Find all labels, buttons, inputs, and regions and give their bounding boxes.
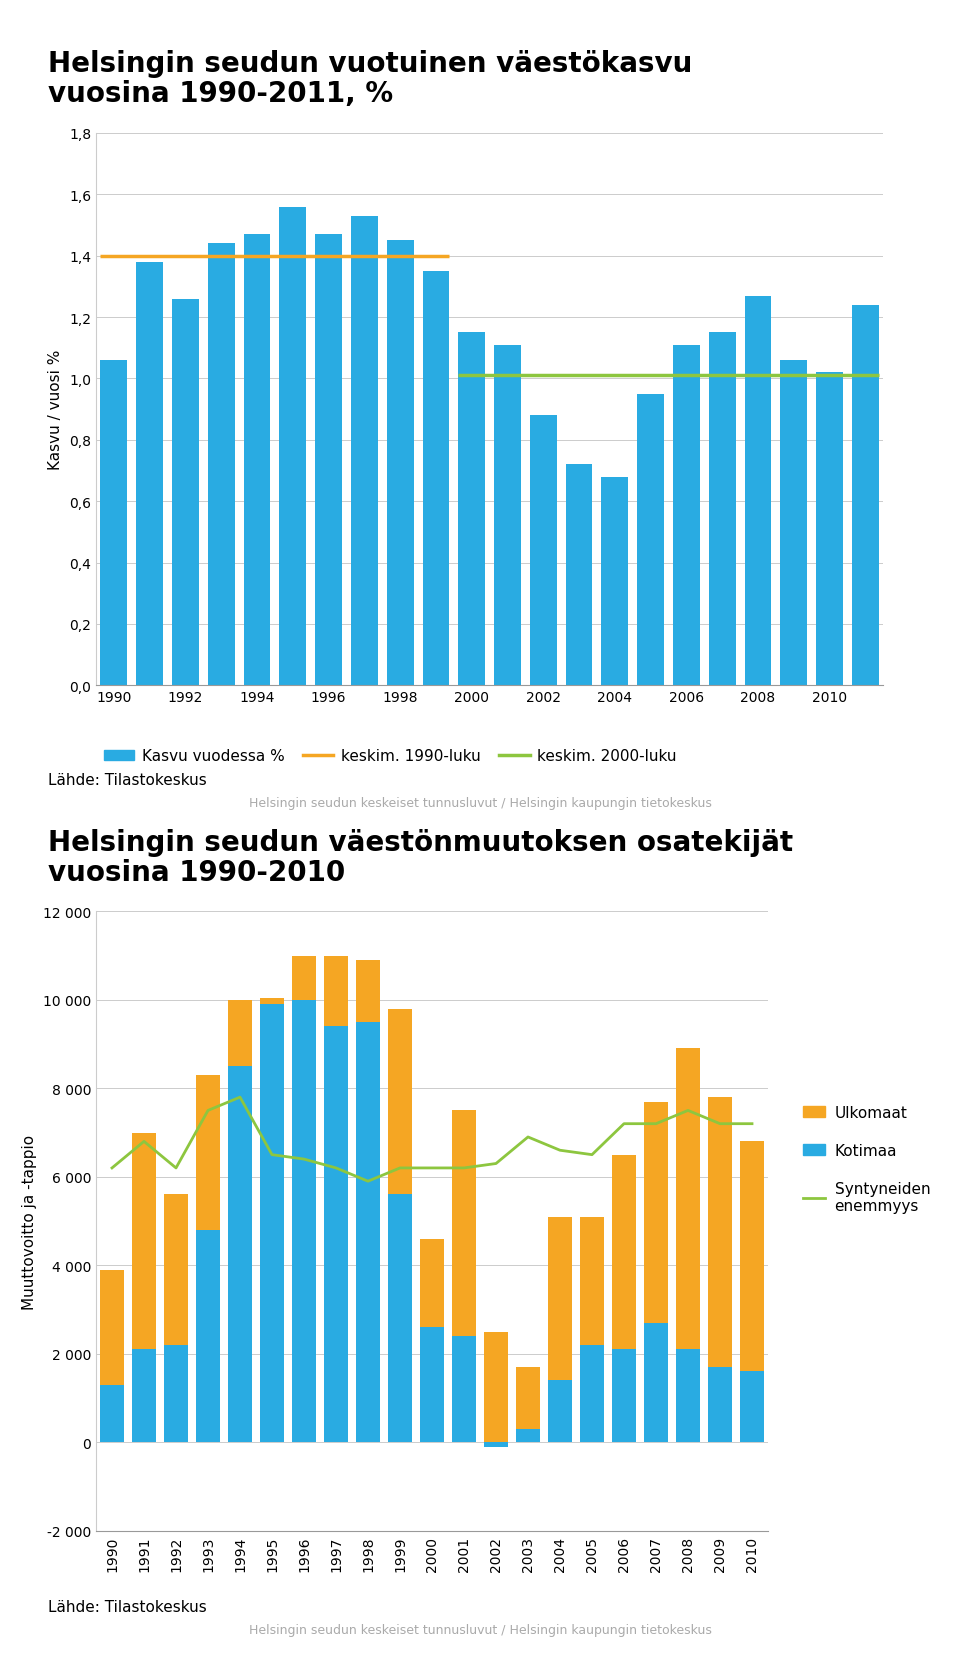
Bar [580, 1345, 604, 1442]
Bar [458, 333, 485, 686]
Bar [565, 465, 592, 686]
Text: Lähde: Tilastokeskus: Lähde: Tilastokeskus [48, 773, 206, 788]
Bar [740, 1141, 764, 1372]
Text: Helsingin seudun vuotuinen väestökasvu: Helsingin seudun vuotuinen väestökasvu [48, 50, 692, 79]
Bar [740, 1372, 764, 1442]
Legend: Ulkomaat, Kotimaa, Syntyneiden
enemmyys: Ulkomaat, Kotimaa, Syntyneiden enemmyys [803, 1106, 930, 1213]
Bar [580, 1216, 604, 1345]
Y-axis label: Kasvu / vuosi %: Kasvu / vuosi % [48, 350, 63, 470]
Text: vuosina 1990-2011, %: vuosina 1990-2011, % [48, 80, 394, 109]
Bar [852, 306, 878, 686]
Text: Lähde: Tilastokeskus: Lähde: Tilastokeskus [48, 1599, 206, 1614]
Bar [644, 1323, 668, 1442]
Bar [484, 1442, 508, 1447]
Bar [673, 346, 700, 686]
Bar [530, 417, 557, 686]
Bar [601, 477, 628, 686]
Bar [164, 1345, 188, 1442]
Bar [494, 346, 521, 686]
Bar [676, 1049, 700, 1350]
Bar [136, 263, 163, 686]
Bar [708, 1367, 732, 1442]
Bar [780, 361, 807, 686]
Bar [172, 299, 199, 686]
Bar [351, 217, 378, 686]
Bar [228, 1067, 252, 1442]
Bar [644, 1103, 668, 1323]
Bar [315, 236, 342, 686]
Bar [516, 1429, 540, 1442]
Bar [612, 1154, 636, 1350]
Bar [516, 1367, 540, 1429]
Bar [279, 207, 306, 686]
Bar [260, 999, 284, 1004]
Text: Helsingin seudun keskeiset tunnusluvut / Helsingin kaupungin tietokeskus: Helsingin seudun keskeiset tunnusluvut /… [249, 1623, 711, 1636]
Bar [548, 1216, 572, 1380]
Text: Helsingin seudun väestönmuutoksen osatekijät: Helsingin seudun väestönmuutoksen osatek… [48, 828, 793, 857]
Bar [292, 1000, 316, 1442]
Bar [676, 1350, 700, 1442]
Bar [244, 236, 271, 686]
Bar [708, 333, 735, 686]
Bar [132, 1350, 156, 1442]
Bar [164, 1195, 188, 1345]
Bar [100, 1385, 124, 1442]
Bar [708, 1097, 732, 1367]
Bar [101, 361, 128, 686]
Bar [132, 1133, 156, 1350]
Text: Helsingin seudun keskeiset tunnusluvut / Helsingin kaupungin tietokeskus: Helsingin seudun keskeiset tunnusluvut /… [249, 796, 711, 810]
Bar [816, 373, 843, 686]
Bar [196, 1076, 220, 1230]
Bar [452, 1111, 476, 1337]
Bar [324, 955, 348, 1027]
Bar [612, 1350, 636, 1442]
Bar [387, 241, 414, 686]
Bar [356, 960, 380, 1022]
Bar [228, 1000, 252, 1067]
Bar [745, 296, 772, 686]
Legend: Kasvu vuodessa %, keskim. 1990-luku, keskim. 2000-luku: Kasvu vuodessa %, keskim. 1990-luku, kes… [104, 750, 677, 765]
Text: vuosina 1990-2010: vuosina 1990-2010 [48, 858, 346, 887]
Bar [207, 244, 234, 686]
Bar [356, 1022, 380, 1442]
Bar [484, 1332, 508, 1442]
Bar [100, 1270, 124, 1385]
Bar [388, 1195, 412, 1442]
Bar [452, 1337, 476, 1442]
Bar [548, 1380, 572, 1442]
Bar [420, 1240, 444, 1327]
Bar [324, 1027, 348, 1442]
Bar [292, 955, 316, 1000]
Bar [260, 1004, 284, 1442]
Bar [420, 1327, 444, 1442]
Bar [388, 1009, 412, 1195]
Bar [422, 271, 449, 686]
Bar [196, 1230, 220, 1442]
Y-axis label: Muuttovoitto ja -tappio: Muuttovoitto ja -tappio [22, 1134, 37, 1308]
Bar [637, 395, 664, 686]
